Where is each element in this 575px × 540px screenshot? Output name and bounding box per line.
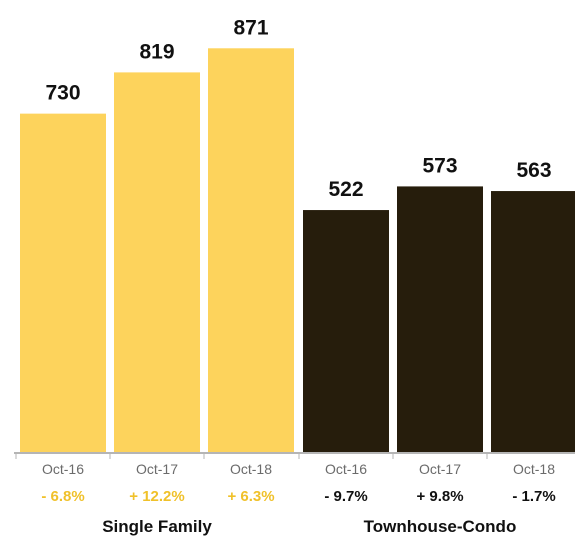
x-tick-label: Oct-17 bbox=[419, 461, 461, 477]
change-label: - 6.8% bbox=[41, 488, 84, 505]
x-tick-label: Oct-16 bbox=[325, 461, 367, 477]
bar bbox=[208, 48, 294, 452]
x-tick-label: Oct-18 bbox=[513, 461, 555, 477]
x-tick-label: Oct-17 bbox=[136, 461, 178, 477]
change-label: - 1.7% bbox=[512, 488, 555, 505]
data-label: 522 bbox=[328, 178, 363, 201]
bars-layer bbox=[20, 48, 575, 453]
data-label: 819 bbox=[139, 40, 174, 63]
data-label: 563 bbox=[516, 159, 551, 182]
data-label: 871 bbox=[233, 16, 268, 39]
bar bbox=[20, 113, 106, 453]
bar bbox=[114, 72, 200, 453]
x-axis bbox=[14, 452, 575, 459]
change-label: + 9.8% bbox=[416, 488, 463, 505]
data-label: 573 bbox=[422, 154, 457, 177]
bar bbox=[397, 186, 483, 453]
data-label: 730 bbox=[45, 82, 80, 105]
bar bbox=[303, 210, 389, 452]
x-tick-label: Oct-18 bbox=[230, 461, 272, 477]
x-tick-label: Oct-16 bbox=[42, 461, 84, 477]
labels-layer: 730 Oct-16 - 6.8% 819 Oct-17 + 12.2% 871 Oct-18… bbox=[41, 16, 555, 536]
change-label: + 12.2% bbox=[129, 488, 184, 505]
group-label: Single Family bbox=[102, 517, 212, 536]
group-label: Townhouse-Condo bbox=[364, 517, 517, 536]
change-label: - 9.7% bbox=[324, 488, 367, 505]
bar bbox=[491, 191, 575, 452]
change-label: + 6.3% bbox=[227, 488, 274, 505]
